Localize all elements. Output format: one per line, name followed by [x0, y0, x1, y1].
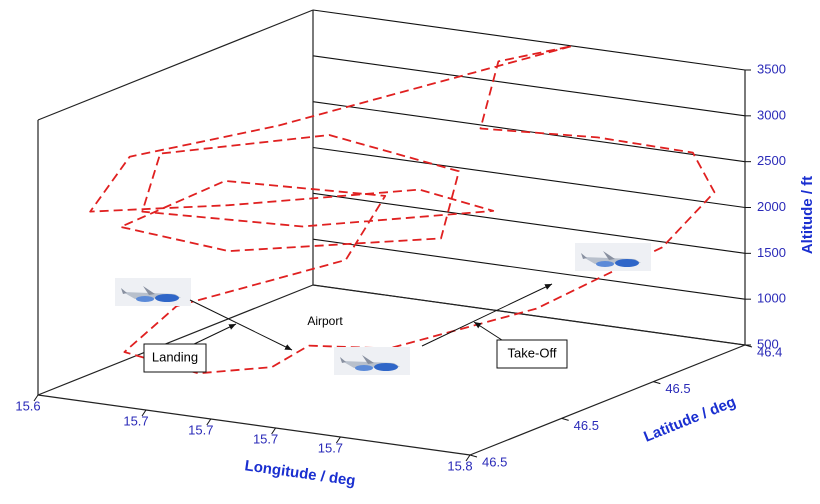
x-tick	[206, 418, 212, 426]
airplane-icon	[334, 347, 410, 375]
x-axis-label: Longitude / deg	[244, 457, 357, 489]
y-axis-label: Latitude / deg	[641, 393, 738, 445]
axis-edge	[37, 394, 471, 456]
axis-edge	[37, 9, 314, 121]
y-tick	[744, 344, 753, 348]
axes-box: 500 1000 1500 2000 2500 3000 3500 15.6 15.7 15.7 1…	[15, 9, 786, 473]
x-tick-label: 15.7	[188, 422, 213, 437]
annotation: Airport	[307, 314, 343, 328]
z-axis-label: Altitude / ft	[799, 176, 816, 254]
arrow	[421, 283, 553, 347]
annotation: Take-Off	[508, 345, 557, 360]
annotation-box	[143, 343, 207, 373]
y-tick-label: 46.5	[665, 381, 690, 396]
z-tick-label: 2500	[757, 153, 786, 168]
z-tick-label: 3500	[757, 61, 786, 76]
grid-line	[312, 55, 746, 117]
grid-line	[312, 9, 746, 71]
axis-edge	[37, 284, 314, 396]
y-tick-label: 46.4	[757, 344, 782, 359]
arrow	[189, 323, 237, 347]
arrow	[189, 299, 293, 351]
z-tick-label: 3000	[757, 107, 786, 122]
y-tick	[469, 454, 478, 458]
y-tick	[561, 417, 569, 421]
z-tick-label: 500	[757, 336, 779, 351]
grid-line	[312, 238, 746, 300]
flight-path	[89, 45, 716, 375]
x-tick	[33, 394, 39, 402]
x-tick	[141, 409, 147, 417]
z-tick-label: 1000	[757, 291, 786, 306]
grid-line	[312, 192, 746, 254]
y-tick	[653, 381, 661, 385]
z-tick-label: 2000	[757, 199, 786, 214]
annotation: Landing	[152, 349, 198, 364]
axis-edge	[469, 344, 746, 456]
annotation-box	[496, 339, 568, 369]
x-tick-label: 15.7	[123, 413, 148, 428]
x-tick	[335, 436, 341, 444]
x-tick	[465, 454, 471, 462]
airplane-icon	[115, 278, 191, 306]
x-tick-label: 15.7	[253, 431, 278, 446]
z-tick-label: 1500	[757, 245, 786, 260]
airplane-icon	[575, 243, 651, 271]
grid-line	[312, 146, 746, 209]
x-tick	[271, 427, 277, 435]
plot-area	[89, 45, 716, 375]
y-tick-label: 46.5	[574, 418, 599, 433]
x-tick-label: 15.7	[318, 440, 343, 455]
y-tick-label: 46.5	[482, 454, 507, 469]
x-tick-label: 15.8	[447, 458, 472, 473]
x-tick-label: 15.6	[15, 398, 40, 413]
arrow	[473, 321, 506, 343]
axis-edge	[312, 284, 746, 346]
